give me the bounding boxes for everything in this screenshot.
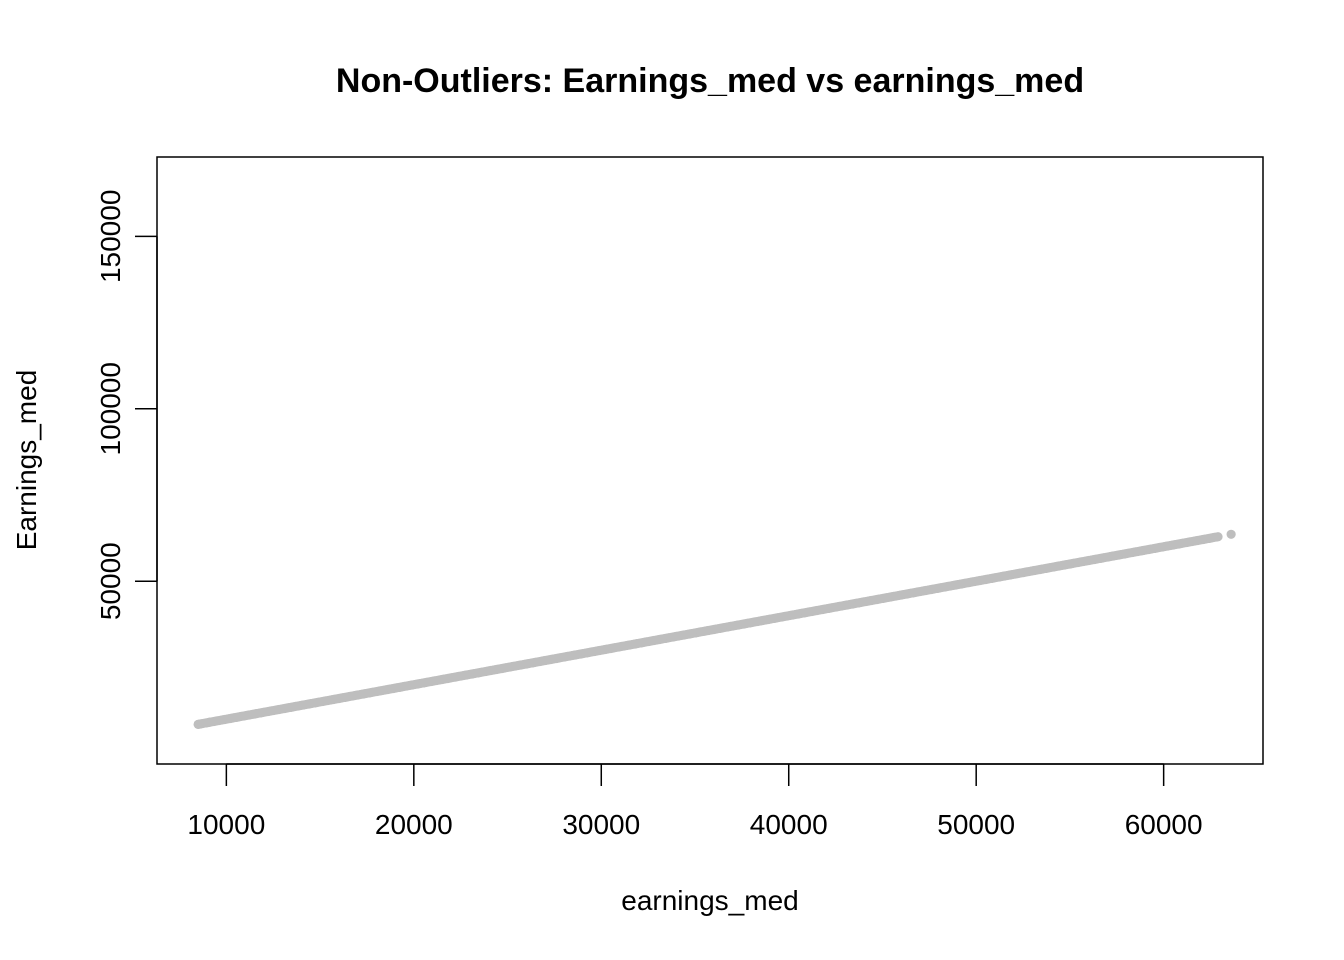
x-tick-label: 60000 bbox=[1125, 809, 1203, 840]
chart-title: Non-Outliers: Earnings_med vs earnings_m… bbox=[336, 62, 1084, 100]
y-axis: 50000 100000 150000 bbox=[95, 190, 158, 620]
x-tick-label: 30000 bbox=[562, 809, 640, 840]
data-point bbox=[1226, 529, 1236, 539]
data-point bbox=[193, 719, 203, 729]
x-tick-label: 50000 bbox=[937, 809, 1015, 840]
data-point bbox=[1213, 532, 1223, 542]
data-points bbox=[193, 529, 1236, 729]
y-tick-label: 100000 bbox=[95, 362, 126, 455]
x-tick-label: 10000 bbox=[187, 809, 265, 840]
x-tick-label: 40000 bbox=[750, 809, 828, 840]
y-axis-label: Earnings_med bbox=[11, 370, 42, 551]
data-point bbox=[204, 717, 215, 727]
y-tick-label: 150000 bbox=[95, 190, 126, 283]
x-tick-label: 20000 bbox=[375, 809, 453, 840]
x-axis-label: earnings_med bbox=[621, 885, 798, 916]
plot-frame bbox=[156, 156, 1264, 765]
y-tick-label: 50000 bbox=[95, 542, 126, 620]
x-axis: 10000 20000 30000 40000 50000 60000 bbox=[187, 763, 1203, 840]
